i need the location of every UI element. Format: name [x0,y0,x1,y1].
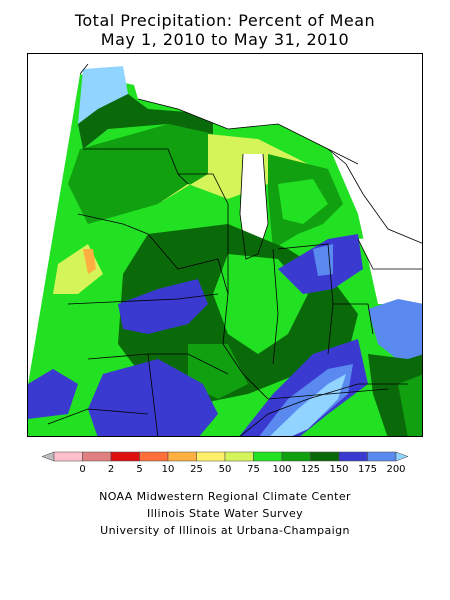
legend-tick-label: 10 [162,464,175,475]
legend-tick-label: 25 [190,464,203,475]
legend-color-box [281,451,311,462]
credit-line3: University of Illinois at Urbana-Champai… [100,524,350,537]
legend-tick-label: 150 [329,464,348,475]
legend-tick-label: 50 [219,464,232,475]
map-title-line2: May 1, 2010 to May 31, 2010 [100,30,350,49]
legend-color-box [310,451,340,462]
legend-tick-label: 100 [272,464,291,475]
map-region-michigan-green [278,179,328,224]
legend-arrow-high [395,451,408,462]
legend-tick-label: 0 [79,464,85,475]
legend-color-box [167,451,197,462]
legend-tick-label: 175 [358,464,377,475]
map-region-north-dark [78,94,213,149]
legend-color-box [338,451,368,462]
legend-color-box [82,451,112,462]
map-region-west-blue [118,279,208,334]
legend-color-box [224,451,254,462]
map-outside-north [28,54,422,74]
map-region-sw-edge [28,369,78,419]
legend-tick-label: 125 [301,464,320,475]
legend-tick-label: 75 [247,464,260,475]
map-lake-erie [358,234,422,269]
credit-line2: Illinois State Water Survey [146,507,304,520]
color-scale-legend: 0 2 5 10 25 50 75 100 125 150 175 200 [42,451,408,475]
state-boundaries [47,63,408,436]
legend-color-box [367,451,397,462]
legend-tick-label: 200 [386,464,405,475]
credit-line1: NOAA Midwestern Regional Climate Center [99,490,351,503]
legend-color-box [196,451,226,462]
lake-outlines [137,98,422,270]
map-title-line1: Total Precipitation: Percent of Mean [74,11,376,30]
legend-color-box [253,451,283,462]
map-region-central-bright [213,254,308,354]
map-region-east-blue [368,299,422,364]
map-region-nw-high [78,66,128,124]
precipitation-map [27,53,423,437]
map-region-se-light [270,374,346,436]
map-outside-west [28,54,80,384]
map-region-ne-lightblue [313,244,333,276]
legend-tick-label: 2 [108,464,114,475]
legend-color-box [139,451,169,462]
map-lake-huron [328,149,422,244]
legend-arrow-low [42,451,55,462]
legend-tick-label: 5 [136,464,142,475]
map-lake-superior [128,64,422,164]
legend-color-box [53,451,83,462]
legend-color-box [110,451,140,462]
map-region-east-green [398,374,422,436]
map-region-orange-spot [83,249,96,274]
